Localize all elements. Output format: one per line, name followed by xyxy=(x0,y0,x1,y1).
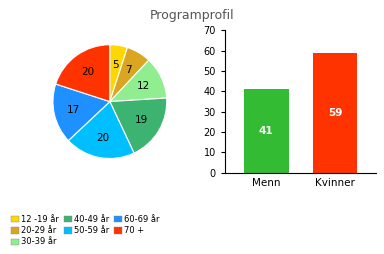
Text: 12: 12 xyxy=(137,81,150,91)
Bar xyxy=(244,89,288,173)
Text: 20: 20 xyxy=(96,133,109,143)
Legend: 12 -19 år, 20-29 år, 30-39 år, 40-49 år, 50-59 år, 60-69 år, 70 +: 12 -19 år, 20-29 år, 30-39 år, 40-49 år,… xyxy=(8,212,163,250)
Wedge shape xyxy=(68,102,134,158)
Wedge shape xyxy=(110,98,167,153)
Text: Programprofil: Programprofil xyxy=(150,9,234,22)
Wedge shape xyxy=(56,45,110,102)
Text: 5: 5 xyxy=(112,60,119,70)
Text: 20: 20 xyxy=(81,67,94,77)
Wedge shape xyxy=(53,84,110,140)
Text: 19: 19 xyxy=(135,115,148,125)
Wedge shape xyxy=(110,45,127,102)
Text: 7: 7 xyxy=(125,65,132,75)
Wedge shape xyxy=(110,60,167,102)
Text: 59: 59 xyxy=(328,108,342,118)
Wedge shape xyxy=(110,47,149,102)
Text: 17: 17 xyxy=(67,105,80,115)
Text: 41: 41 xyxy=(259,126,273,136)
Bar xyxy=(313,53,358,173)
